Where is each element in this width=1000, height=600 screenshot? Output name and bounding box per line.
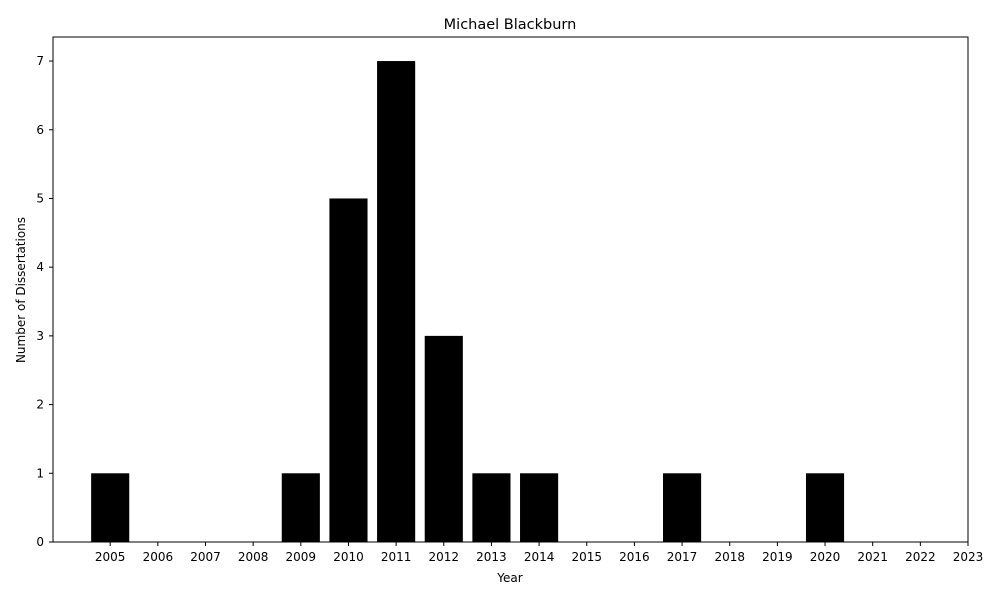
x-tick-label: 2016 (619, 550, 650, 564)
x-tick-label: 2011 (381, 550, 412, 564)
x-tick-label: 2023 (953, 550, 984, 564)
x-tick-label: 2012 (429, 550, 460, 564)
y-tick-label: 6 (36, 123, 44, 137)
bar-2009 (281, 473, 320, 542)
x-tick-label: 2013 (476, 550, 507, 564)
y-tick-label: 0 (36, 535, 44, 549)
bar-2014 (520, 473, 559, 542)
x-axis-label: Year (496, 571, 522, 585)
x-tick-label: 2005 (95, 550, 126, 564)
x-tick-label: 2020 (810, 550, 841, 564)
bar-2010 (329, 198, 368, 542)
bar-2020 (805, 473, 845, 542)
y-tick-label: 4 (36, 260, 44, 274)
x-tick-label: 2022 (905, 550, 936, 564)
bar-2012 (424, 335, 463, 542)
bars-group (91, 61, 845, 543)
x-tick-label: 2021 (857, 550, 888, 564)
x-axis: 2005 2006 2007 2008 2009 2010 2011 2012 2013 2014… (95, 542, 983, 564)
x-tick-label: 2008 (238, 550, 269, 564)
x-tick-label: 2015 (571, 550, 602, 564)
bar-2013 (472, 473, 511, 542)
x-tick-label: 2019 (762, 550, 793, 564)
y-axis-label: Number of Dissertations (14, 217, 28, 363)
x-tick-label: 2010 (333, 550, 364, 564)
y-tick-label: 1 (36, 466, 44, 480)
x-tick-label: 2006 (143, 550, 174, 564)
y-axis: 0 1 2 3 4 5 6 7 (36, 54, 53, 549)
x-tick-label: 2017 (667, 550, 698, 564)
bar-2011 (377, 61, 416, 543)
y-tick-label: 2 (36, 398, 44, 412)
x-tick-label: 2014 (524, 550, 555, 564)
x-tick-label: 2018 (714, 550, 745, 564)
bar-2005 (91, 473, 130, 542)
bar-2017 (663, 473, 702, 542)
x-tick-label: 2009 (286, 550, 317, 564)
y-tick-label: 3 (36, 329, 44, 343)
y-tick-label: 5 (36, 191, 44, 205)
plot-frame (52, 36, 969, 543)
x-tick-label: 2007 (190, 550, 221, 564)
chart-title: Michael Blackburn (444, 17, 577, 33)
y-tick-label: 7 (36, 54, 44, 68)
